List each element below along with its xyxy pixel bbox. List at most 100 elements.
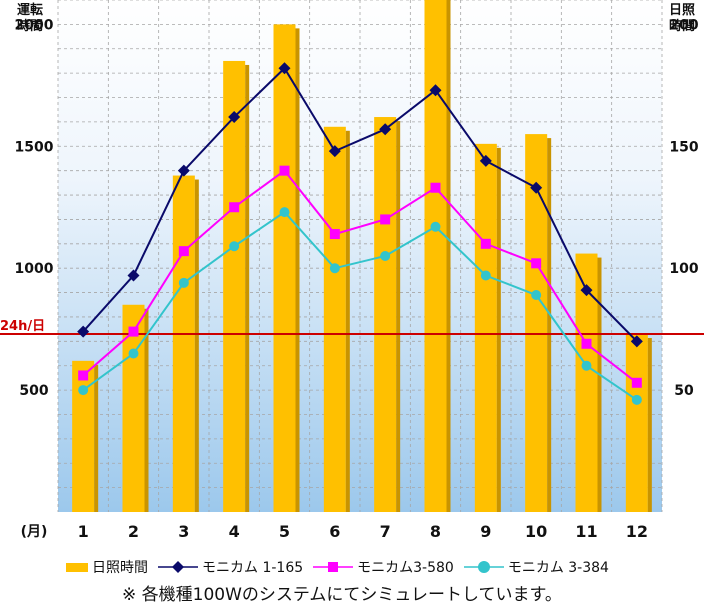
bar-swatch-icon: [66, 562, 88, 572]
point-square: [178, 246, 189, 257]
bar-shadow: [295, 28, 300, 513]
point-square: [380, 214, 391, 225]
point-square: [480, 238, 491, 249]
diamond-marker-icon: [158, 561, 198, 573]
point-diamond: [278, 62, 291, 75]
x-tick-label: 1: [78, 522, 89, 541]
x-tick-label: 12: [626, 522, 648, 541]
bar: [323, 126, 346, 513]
point-diamond: [127, 269, 140, 282]
point-circle: [581, 360, 592, 371]
bar: [525, 134, 548, 512]
bar-shadow: [94, 364, 99, 512]
plot-area: [58, 0, 662, 512]
point-square: [229, 202, 240, 213]
point-square: [531, 258, 542, 269]
legend-item-series-1: モニカム 1-165: [158, 557, 303, 577]
point-diamond: [379, 123, 392, 136]
x-tick-label: 10: [525, 522, 547, 541]
x-tick-label: 9: [480, 522, 491, 541]
bar-shadow: [647, 338, 652, 512]
bar: [374, 117, 397, 513]
x-tick-label: 5: [279, 522, 290, 541]
point-square: [329, 229, 340, 240]
bar-shadow: [597, 257, 602, 512]
bar: [575, 253, 598, 513]
y-tick-right: 200: [669, 17, 698, 33]
circle-marker-icon: [463, 561, 504, 573]
x-tick-label: 11: [575, 522, 597, 541]
point-diamond: [228, 111, 241, 124]
bar-shadow: [245, 64, 250, 512]
legend-item-series-3: モニカム 3-384: [463, 557, 609, 577]
bar-shadow: [547, 138, 552, 512]
series-line: [82, 210, 638, 401]
bar-shadow: [144, 308, 149, 512]
point-circle: [480, 270, 491, 281]
y-tick-left: 500: [19, 383, 48, 399]
point-circle: [78, 385, 89, 396]
bar-shadow: [496, 147, 501, 512]
bar: [172, 175, 195, 513]
point-circle: [279, 207, 290, 218]
bar: [424, 0, 447, 513]
footnote: ※ 各機種100Wのシステムにてシミュレートしています。: [122, 585, 562, 605]
x-unit-label: (月): [21, 524, 48, 540]
bar-shadow: [446, 0, 451, 513]
x-tick-label: 6: [329, 522, 340, 541]
point-circle: [380, 251, 391, 261]
reference-line-label: 24h/日: [0, 319, 45, 334]
legend-item-bars: 日照時間: [66, 557, 148, 577]
bar-shadow: [345, 130, 350, 512]
point-circle: [128, 348, 139, 359]
y-axis-title-right: 日照: [669, 3, 695, 18]
bar: [223, 60, 246, 512]
bar-shadow: [396, 121, 401, 513]
point-square: [279, 165, 290, 176]
y-axis-title-left: 時間: [17, 18, 43, 34]
y-tick-left: 1500: [15, 139, 54, 155]
legend-label-series-3: モニカム 3-384: [507, 560, 609, 576]
legend-label-series-1: モニカム 1-165: [202, 560, 304, 576]
y-tick-right: 100: [669, 261, 698, 277]
point-diamond: [630, 335, 643, 348]
x-tick-label: 8: [430, 522, 441, 541]
point-circle: [430, 221, 441, 232]
y-axis-title-right: 時間: [669, 18, 695, 34]
point-diamond: [479, 154, 492, 167]
legend-label-bars: 日照時間: [92, 560, 148, 576]
point-circle: [178, 277, 189, 288]
point-circle: [229, 241, 240, 252]
point-diamond: [530, 181, 543, 194]
point-diamond: [328, 145, 341, 158]
series-line: [82, 66, 638, 343]
y-axis-title-left: 運転: [17, 2, 43, 18]
legend-item-series-2: モニカム3-580: [313, 557, 454, 577]
point-square: [631, 377, 642, 388]
bar: [72, 360, 95, 512]
point-diamond: [580, 284, 593, 297]
square-marker-icon: [313, 562, 354, 572]
point-diamond: [77, 325, 90, 338]
point-circle: [329, 263, 340, 274]
legend: 日照時間 モニカム 1-165 モニカム3-580 モニカム 3-384: [66, 556, 686, 578]
y-tick-left: 1000: [15, 261, 54, 277]
x-tick-label: 7: [380, 522, 391, 541]
point-square: [430, 182, 441, 193]
bar-shadow: [194, 179, 199, 513]
point-circle: [531, 290, 542, 301]
bar: [474, 143, 497, 512]
x-tick-label: 2: [128, 522, 139, 541]
x-tick-label: 4: [229, 522, 240, 541]
series-line: [82, 169, 638, 384]
y-tick-left: 2000: [15, 17, 54, 33]
legend-label-series-2: モニカム3-580: [357, 560, 454, 576]
x-tick-label: 3: [178, 522, 189, 541]
bar: [625, 334, 648, 512]
point-diamond: [177, 164, 190, 177]
point-circle: [631, 394, 642, 405]
y-tick-right: 50: [674, 383, 694, 399]
point-diamond: [429, 84, 442, 97]
point-square: [128, 326, 139, 337]
